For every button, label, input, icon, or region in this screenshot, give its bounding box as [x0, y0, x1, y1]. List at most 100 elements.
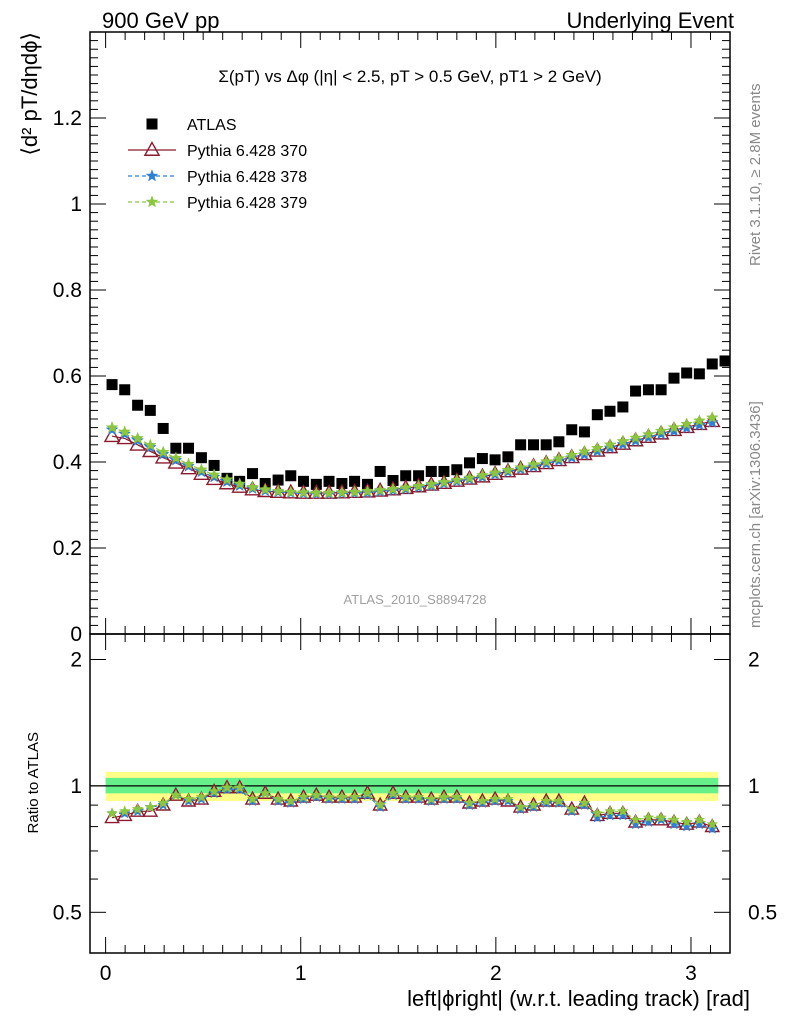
ratio-series: [104, 779, 721, 834]
x-tick-label: 3: [685, 962, 697, 985]
ratio-point: [142, 802, 159, 817]
data-point: [258, 482, 272, 495]
ratio-point: [118, 805, 131, 817]
ratio-point: [297, 790, 310, 803]
data-point: [182, 457, 195, 470]
data-point: [271, 484, 285, 497]
ratio-point: [220, 781, 233, 793]
axes: 0 1 2 3 0 0.2 0.4 0.6 0.8 1 1.2 0.5 0.5 1 1 2 2: [53, 31, 777, 985]
ratio-point: [399, 791, 412, 803]
data-point: [424, 477, 438, 490]
data-point: [105, 420, 119, 434]
ratio-point: [246, 792, 259, 805]
data-point: [681, 367, 693, 379]
y-tick-label: 0.2: [53, 537, 82, 560]
data-point: [425, 465, 437, 477]
data-point: [170, 442, 182, 454]
data-point: [180, 459, 197, 475]
data-point: [565, 448, 579, 461]
data-point: [208, 459, 220, 471]
ratio-point: [272, 792, 284, 805]
data-point: [387, 474, 399, 486]
data-point: [552, 451, 566, 464]
ratio-point: [476, 794, 489, 807]
legend-label: Pythia 6.428 370: [187, 143, 307, 160]
ratio-point: [195, 790, 208, 803]
data-point: [220, 472, 234, 486]
data-point: [373, 483, 387, 496]
data-point: [515, 439, 527, 451]
data-point: [322, 486, 336, 499]
legend-marker: [146, 118, 158, 130]
data-point: [399, 481, 413, 494]
data-point: [284, 485, 298, 498]
data-point: [169, 451, 183, 464]
ratio-point: [706, 818, 719, 830]
ratio-point: [169, 789, 182, 801]
data-point: [553, 436, 565, 448]
ratio-y-tick-label-right: 1: [748, 775, 760, 798]
ratio-point: [642, 815, 655, 828]
y-tick-label: 0.4: [53, 451, 83, 474]
x-tick-label: 2: [490, 962, 502, 985]
x-tick-label: 1: [295, 962, 307, 985]
data-point: [693, 413, 706, 427]
chart-labels: Σ(pT) vs Δφ (|η| < 2.5, pT > 0.5 GeV, pT…: [17, 32, 750, 1011]
ratio-point: [693, 813, 706, 825]
data-point: [464, 457, 476, 469]
x-tick-label: 0: [100, 962, 112, 985]
x-axis-label: left|ϕright| (w.r.t. leading track) [rad…: [407, 986, 750, 1011]
data-point: [132, 399, 144, 411]
data-point: [413, 470, 425, 482]
data-point: [437, 475, 451, 488]
data-point: [336, 478, 348, 489]
data-point: [450, 473, 464, 486]
data-point: [157, 422, 169, 434]
data-point: [438, 465, 450, 477]
ratio-point: [450, 790, 463, 803]
ratio-point: [629, 813, 642, 825]
data-point: [451, 464, 463, 476]
data-point: [335, 485, 349, 498]
data-point: [309, 486, 323, 499]
data-point: [578, 426, 590, 438]
data-point: [156, 445, 170, 458]
ratio-point: [361, 787, 374, 799]
data-point: [617, 401, 629, 413]
ratio-y-tick-label-right: 2: [748, 648, 760, 671]
ratio-point: [616, 809, 629, 821]
data-point: [642, 427, 655, 440]
ratio-point: [182, 792, 195, 805]
ratio-point: [144, 800, 157, 813]
ratio-y-tick-label-left: 0.5: [53, 901, 82, 924]
ratio-y-tick-label-left: 2: [70, 648, 82, 671]
data-point: [590, 441, 604, 454]
ratio-frame: [89, 633, 731, 954]
data-point: [193, 465, 210, 480]
data-point: [693, 418, 706, 431]
data-point: [680, 421, 694, 434]
legend-entry: Pythia 6.428 379: [128, 195, 307, 212]
ratio-point: [259, 787, 272, 799]
main-frame: [89, 31, 731, 635]
ratio-point: [131, 802, 144, 815]
data-point: [118, 425, 132, 438]
ratio-point: [655, 811, 668, 823]
data-point: [386, 482, 400, 495]
legend-entry: ATLAS: [146, 117, 237, 134]
ratio-point: [540, 794, 553, 807]
data-point: [412, 479, 425, 492]
ratio-point: [387, 787, 399, 799]
ratio-point: [489, 792, 501, 805]
ratio-point: [591, 807, 604, 819]
data-point: [680, 417, 694, 430]
data-point: [361, 484, 374, 497]
data-point: [667, 420, 681, 434]
ratio-point: [348, 790, 361, 803]
data-point: [566, 424, 578, 436]
ratio-point: [425, 792, 438, 805]
legend-marker: [143, 141, 161, 156]
ratio-point: [680, 815, 693, 828]
data-point: [642, 384, 654, 396]
